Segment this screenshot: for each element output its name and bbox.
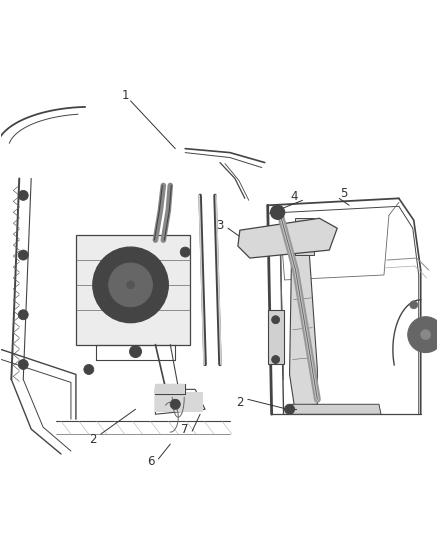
Circle shape [127, 281, 134, 289]
Polygon shape [238, 218, 337, 258]
Text: 3: 3 [216, 219, 224, 232]
Text: 5: 5 [340, 187, 348, 200]
Circle shape [271, 205, 285, 219]
Circle shape [272, 356, 279, 364]
Circle shape [120, 275, 141, 295]
Circle shape [18, 190, 28, 200]
Text: 7: 7 [181, 423, 189, 435]
Text: 4: 4 [291, 190, 298, 203]
Circle shape [415, 324, 437, 345]
Text: 1: 1 [122, 90, 129, 102]
Circle shape [130, 345, 141, 358]
Circle shape [84, 365, 94, 375]
Circle shape [272, 316, 279, 324]
Circle shape [109, 263, 152, 307]
Text: 2: 2 [236, 396, 244, 409]
Circle shape [18, 310, 28, 320]
Text: 6: 6 [147, 456, 154, 469]
Circle shape [421, 330, 431, 340]
Circle shape [180, 247, 190, 257]
Bar [155, 392, 203, 412]
Bar [76, 235, 190, 345]
Polygon shape [290, 255, 318, 407]
Circle shape [18, 250, 28, 260]
Circle shape [275, 209, 281, 215]
Circle shape [408, 317, 438, 352]
Bar [268, 310, 283, 365]
Circle shape [93, 247, 168, 322]
Polygon shape [294, 218, 314, 255]
Circle shape [410, 301, 418, 309]
Polygon shape [290, 404, 381, 414]
Bar [155, 384, 185, 394]
Circle shape [170, 399, 180, 409]
Text: 2: 2 [89, 433, 96, 446]
Circle shape [285, 404, 294, 414]
Circle shape [18, 360, 28, 369]
